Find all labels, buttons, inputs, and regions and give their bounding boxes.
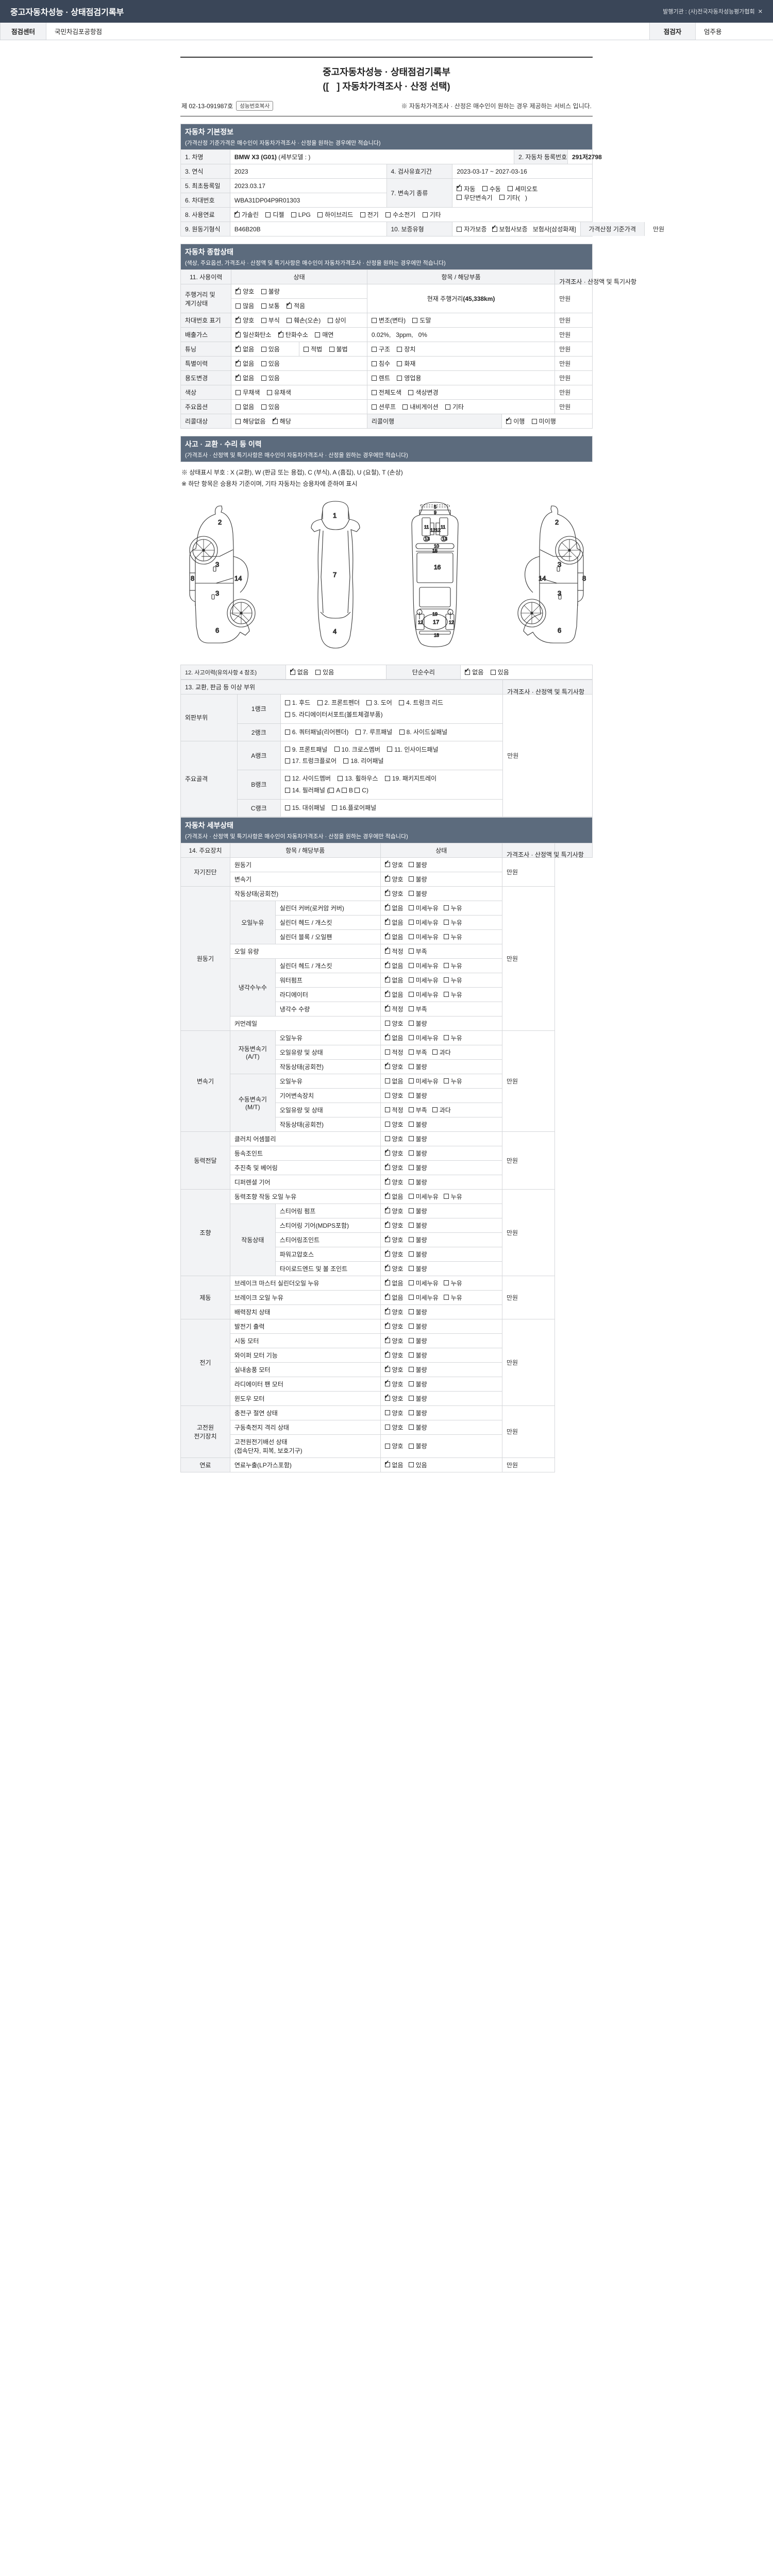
svg-text:18: 18 [434,633,439,638]
svg-text:6: 6 [215,626,219,634]
svg-text:19: 19 [432,612,438,617]
svg-text:3: 3 [215,589,219,597]
svg-text:7: 7 [333,571,337,579]
svg-text:8: 8 [582,574,586,582]
svg-text:14: 14 [234,574,242,582]
svg-text:2: 2 [218,518,222,526]
svg-text:12: 12 [435,528,441,533]
svg-text:12: 12 [449,620,454,625]
svg-text:12: 12 [418,620,423,625]
svg-text:15: 15 [432,548,438,553]
svg-text:5: 5 [434,504,436,510]
svg-text:11: 11 [441,524,445,530]
svg-text:13: 13 [425,536,430,541]
svg-text:11: 11 [424,524,429,530]
svg-text:3: 3 [558,561,561,568]
svg-text:13: 13 [442,536,447,541]
svg-text:12: 12 [430,528,435,533]
svg-text:2: 2 [555,518,559,526]
svg-text:4: 4 [333,628,337,635]
svg-text:1: 1 [333,512,337,519]
svg-text:3: 3 [558,589,561,597]
svg-text:14: 14 [539,574,546,582]
svg-text:3: 3 [215,561,219,568]
svg-text:17: 17 [433,619,439,625]
svg-text:9: 9 [434,510,436,515]
svg-text:16: 16 [434,564,441,571]
svg-text:8: 8 [191,574,194,582]
svg-text:6: 6 [558,626,561,634]
